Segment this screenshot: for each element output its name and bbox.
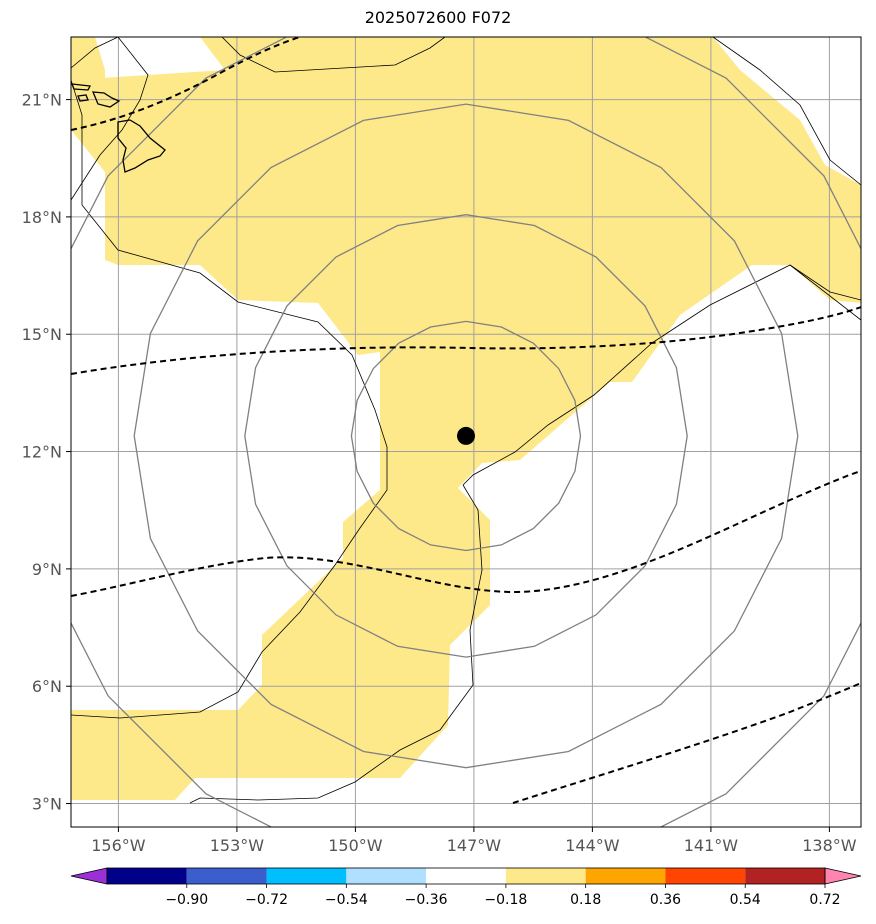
contour-line (71, 79, 388, 719)
colorbar-label: −0.18 (484, 892, 527, 908)
lon-tick-label: 150°W (328, 836, 383, 855)
colorbar-segment (107, 868, 187, 884)
colorbar-labels: −0.90 −0.72 −0.54 −0.36 −0.18 0.18 0.36 0.54 0.7… (165, 884, 841, 908)
colorbar: −0.90 −0.72 −0.54 −0.36 −0.18 0.18 0.36 0.54 0.7… (70, 867, 862, 908)
lon-tick-label: 138°W (802, 836, 857, 855)
lat-tick-label: 3°N (32, 795, 62, 814)
storm-center-marker (457, 426, 475, 445)
island-outline (117, 119, 166, 173)
colorbar-segments (70, 867, 862, 885)
lat-tick-label: 6°N (32, 677, 62, 696)
colorbar-segment (665, 868, 746, 884)
lon-tick-label: 141°W (684, 836, 739, 855)
map-title: 2025072600 F072 (364, 8, 512, 27)
dashed-contour (71, 306, 861, 375)
island-outline (91, 91, 121, 108)
axis-ticks: 156°W 153°W 150°W 147°W 144°W 141°W 138°W 3°N 6°… (22, 91, 857, 855)
colorbar-segment (505, 868, 586, 884)
lat-tick-label: 9°N (32, 560, 62, 579)
shaded-region-northwest (71, 37, 105, 90)
colorbar-segment (266, 868, 347, 884)
dashed-contours (71, 37, 861, 804)
lat-tick-label: 12°N (22, 443, 62, 462)
plot-frame (70, 36, 862, 828)
hawaii-islands (71, 83, 166, 173)
contour-line (71, 37, 149, 201)
colorbar-label: 0.72 (809, 892, 840, 908)
colorbar-label: −0.90 (165, 892, 208, 908)
colorbar-segment (745, 868, 825, 884)
dashed-contour (512, 682, 861, 804)
range-rings (71, 37, 861, 827)
colorbar-label: −0.54 (325, 892, 368, 908)
colorbar-label: −0.72 (245, 892, 288, 908)
lon-tick-label: 147°W (447, 836, 502, 855)
colorbar-extend-low (70, 867, 108, 885)
shaded-region-patch (275, 37, 440, 75)
lon-tick-label: 153°W (210, 836, 265, 855)
gridlines (71, 37, 861, 827)
range-ring (350, 320, 582, 552)
lon-tick-label: 144°W (565, 836, 620, 855)
colorbar-segment (585, 868, 666, 884)
map-plot: 156°W 153°W 150°W 147°W 144°W 141°W 138°W 3°N 6°… (22, 36, 862, 855)
colorbar-extend-high (824, 867, 862, 885)
colorbar-segment (346, 868, 427, 884)
shaded-region-north (71, 37, 861, 800)
colorbar-label: −0.36 (405, 892, 448, 908)
colorbar-label: 0.36 (650, 892, 681, 908)
island-outline (71, 83, 91, 91)
contour-line (712, 37, 861, 186)
contour-line (221, 37, 446, 73)
colorbar-frame (106, 867, 826, 885)
lat-tick-label: 18°N (22, 208, 62, 227)
colorbar-label: 0.18 (570, 892, 601, 908)
lat-tick-label: 21°N (22, 91, 62, 110)
island-outline (77, 94, 89, 102)
contour-line (462, 264, 861, 486)
contour-line (189, 484, 483, 804)
range-ring (71, 37, 861, 827)
colorbar-label: 0.54 (730, 892, 761, 908)
contour-line (71, 37, 119, 69)
lon-tick-label: 156°W (91, 836, 146, 855)
colorbar-segment (186, 868, 267, 884)
range-ring (133, 103, 799, 769)
thin-contours (71, 37, 861, 804)
shaded-field (71, 37, 861, 800)
dashed-contour (71, 470, 861, 597)
lat-tick-label: 15°N (22, 325, 62, 344)
range-ring (244, 214, 688, 658)
colorbar-segment (426, 868, 506, 884)
contour-line (789, 264, 861, 301)
